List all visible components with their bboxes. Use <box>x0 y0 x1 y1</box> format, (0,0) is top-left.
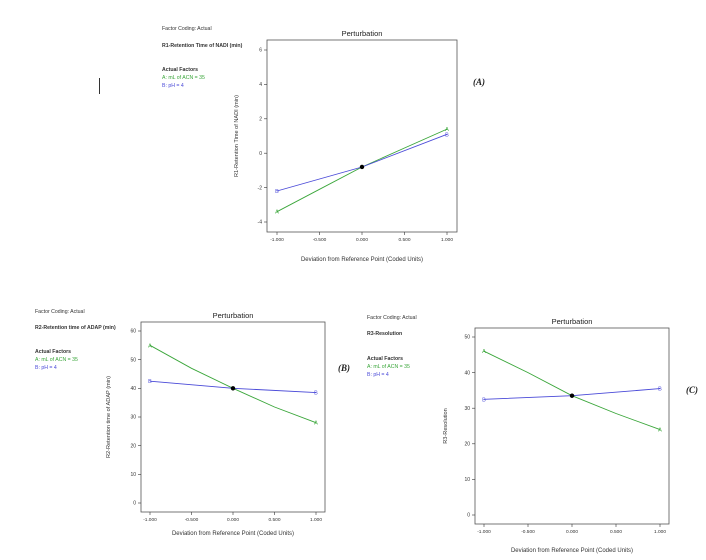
chart-a-xlabel: Deviation from Reference Point (Coded Un… <box>301 257 423 263</box>
chart-b-series-a-marker: A <box>148 343 152 349</box>
chart-c-reference-point <box>569 393 575 398</box>
chart-a-ytick-label: 4 <box>259 82 262 88</box>
chart-a-ytick-label: 2 <box>259 117 262 123</box>
panel-a-factor-a: A: mL of ACN = 35 <box>162 75 205 81</box>
chart-b-xtick-label: 0.000 <box>227 517 239 523</box>
chart-c-series-a-marker: A <box>658 428 662 434</box>
chart-b-series-b-marker: B <box>148 379 152 385</box>
chart-a-title: Perturbation <box>342 29 383 38</box>
chart-b-ytick-label: 60 <box>130 329 136 335</box>
panel-a-actual-factors-title: Actual Factors <box>162 67 199 73</box>
panel-a-response: R1-Retention Time of NADI (min) <box>162 43 243 49</box>
panel-b-label: (B) <box>338 363 350 373</box>
chart-b-xtick-label: -0.500 <box>185 517 199 523</box>
chart-c-ytick-label: 10 <box>464 477 470 483</box>
chart-a-reference-point <box>359 164 365 170</box>
chart-b-title: Perturbation <box>213 311 254 320</box>
chart-b-xtick-label: 1.000 <box>310 517 322 523</box>
text-cursor <box>99 78 100 94</box>
chart-b-frame <box>140 321 326 513</box>
panel-b-response: R2-Retention time of ADAP (min) <box>35 325 116 331</box>
chart-a-series-a-marker: A <box>445 127 449 133</box>
chart-c-ytick-label: 30 <box>464 406 470 412</box>
chart-c-frame <box>474 327 670 525</box>
panel-b-factor-b: B: pH = 4 <box>35 365 57 371</box>
chart-a-ylabel: R1-Retention Time of NADI (min) <box>234 95 240 177</box>
chart-c-xtick-label: 0.000 <box>566 529 578 535</box>
chart-b-ylabel: R2-Retention time of ADAP (min) <box>106 376 112 458</box>
chart-a-frame <box>266 39 458 233</box>
chart-c-xtick-label: 0.500 <box>610 529 622 535</box>
panel-b-factor-coding: Factor Coding: Actual <box>35 309 85 315</box>
chart-b-ytick-label: 0 <box>133 501 136 507</box>
panel-a-factor-b: B: pH = 4 <box>162 83 184 89</box>
chart-b-series-a-marker: A <box>314 421 318 427</box>
panel-a-factor-coding: Factor Coding: Actual <box>162 26 212 32</box>
chart-c-xlabel: Deviation from Reference Point (Coded Un… <box>511 548 633 554</box>
panel-c-response: R3-Resolution <box>367 331 403 337</box>
panel-c-label: (C) <box>686 385 698 395</box>
chart-a-xtick-label: 0.500 <box>398 237 410 243</box>
chart-a-xtick-label: 1.000 <box>441 237 453 243</box>
chart-a-ytick-label: -4 <box>258 220 263 226</box>
chart-b-series-a-line <box>149 344 317 424</box>
chart-b-reference-point <box>230 386 236 391</box>
chart-c-ylabel: R3-Resolution <box>443 408 449 443</box>
chart-b-ytick-label: 40 <box>130 386 136 392</box>
chart-a-ytick-label: 6 <box>259 48 262 54</box>
chart-c-xtick-label: 1.000 <box>654 529 666 535</box>
chart-a-series-a-marker: A <box>275 210 279 216</box>
chart-b-ytick-label: 30 <box>130 415 136 421</box>
chart-a-xtick-label: 0.000 <box>356 237 368 243</box>
chart-c-xtick-label: -1.000 <box>477 529 491 535</box>
panel-c-actual-factors-title: Actual Factors <box>367 356 404 362</box>
chart-a-xtick-label: -0.500 <box>313 237 327 243</box>
panel-c-factor-b: B: pH = 4 <box>367 372 389 378</box>
chart-a-series-b-marker: B <box>445 132 449 138</box>
chart-b-ytick-label: 20 <box>130 443 136 449</box>
panel-c-factor-coding: Factor Coding: Actual <box>367 315 417 321</box>
chart-c-series-b-marker: B <box>658 387 662 393</box>
chart-a-ytick-label: 0 <box>259 151 262 157</box>
chart-c-ytick-label: 20 <box>464 442 470 448</box>
chart-a-series-a-line <box>276 128 448 213</box>
chart-b-xlabel: Deviation from Reference Point (Coded Un… <box>172 531 294 537</box>
chart-c-title: Perturbation <box>552 317 593 326</box>
chart-b-xtick-label: -1.000 <box>143 517 157 523</box>
panel-b-actual-factors-title: Actual Factors <box>35 349 72 355</box>
panel-c-factor-a: A: mL of ACN = 35 <box>367 364 410 370</box>
chart-b-xtick-label: 0.500 <box>268 517 280 523</box>
panel-b-factor-a: A: mL of ACN = 35 <box>35 357 78 363</box>
chart-c-series-b-marker: B <box>482 397 486 403</box>
chart-c-ytick-label: 50 <box>464 335 470 341</box>
panel-a-label: (A) <box>473 77 485 87</box>
chart-b-series-b-marker: B <box>314 391 318 397</box>
chart-a-xtick-label: -1.000 <box>270 237 284 243</box>
chart-a-series-b-marker: B <box>275 189 279 195</box>
chart-c-series-a-marker: A <box>482 349 486 355</box>
chart-c-ytick-label: 40 <box>464 370 470 376</box>
chart-c-ytick-label: 0 <box>467 513 470 519</box>
chart-b-ytick-label: 10 <box>130 472 136 478</box>
chart-a-ytick-label: -2 <box>258 185 263 191</box>
chart-a-series-b-line <box>276 133 448 192</box>
chart-c-xtick-label: -0.500 <box>521 529 535 535</box>
chart-b-ytick-label: 50 <box>130 357 136 363</box>
